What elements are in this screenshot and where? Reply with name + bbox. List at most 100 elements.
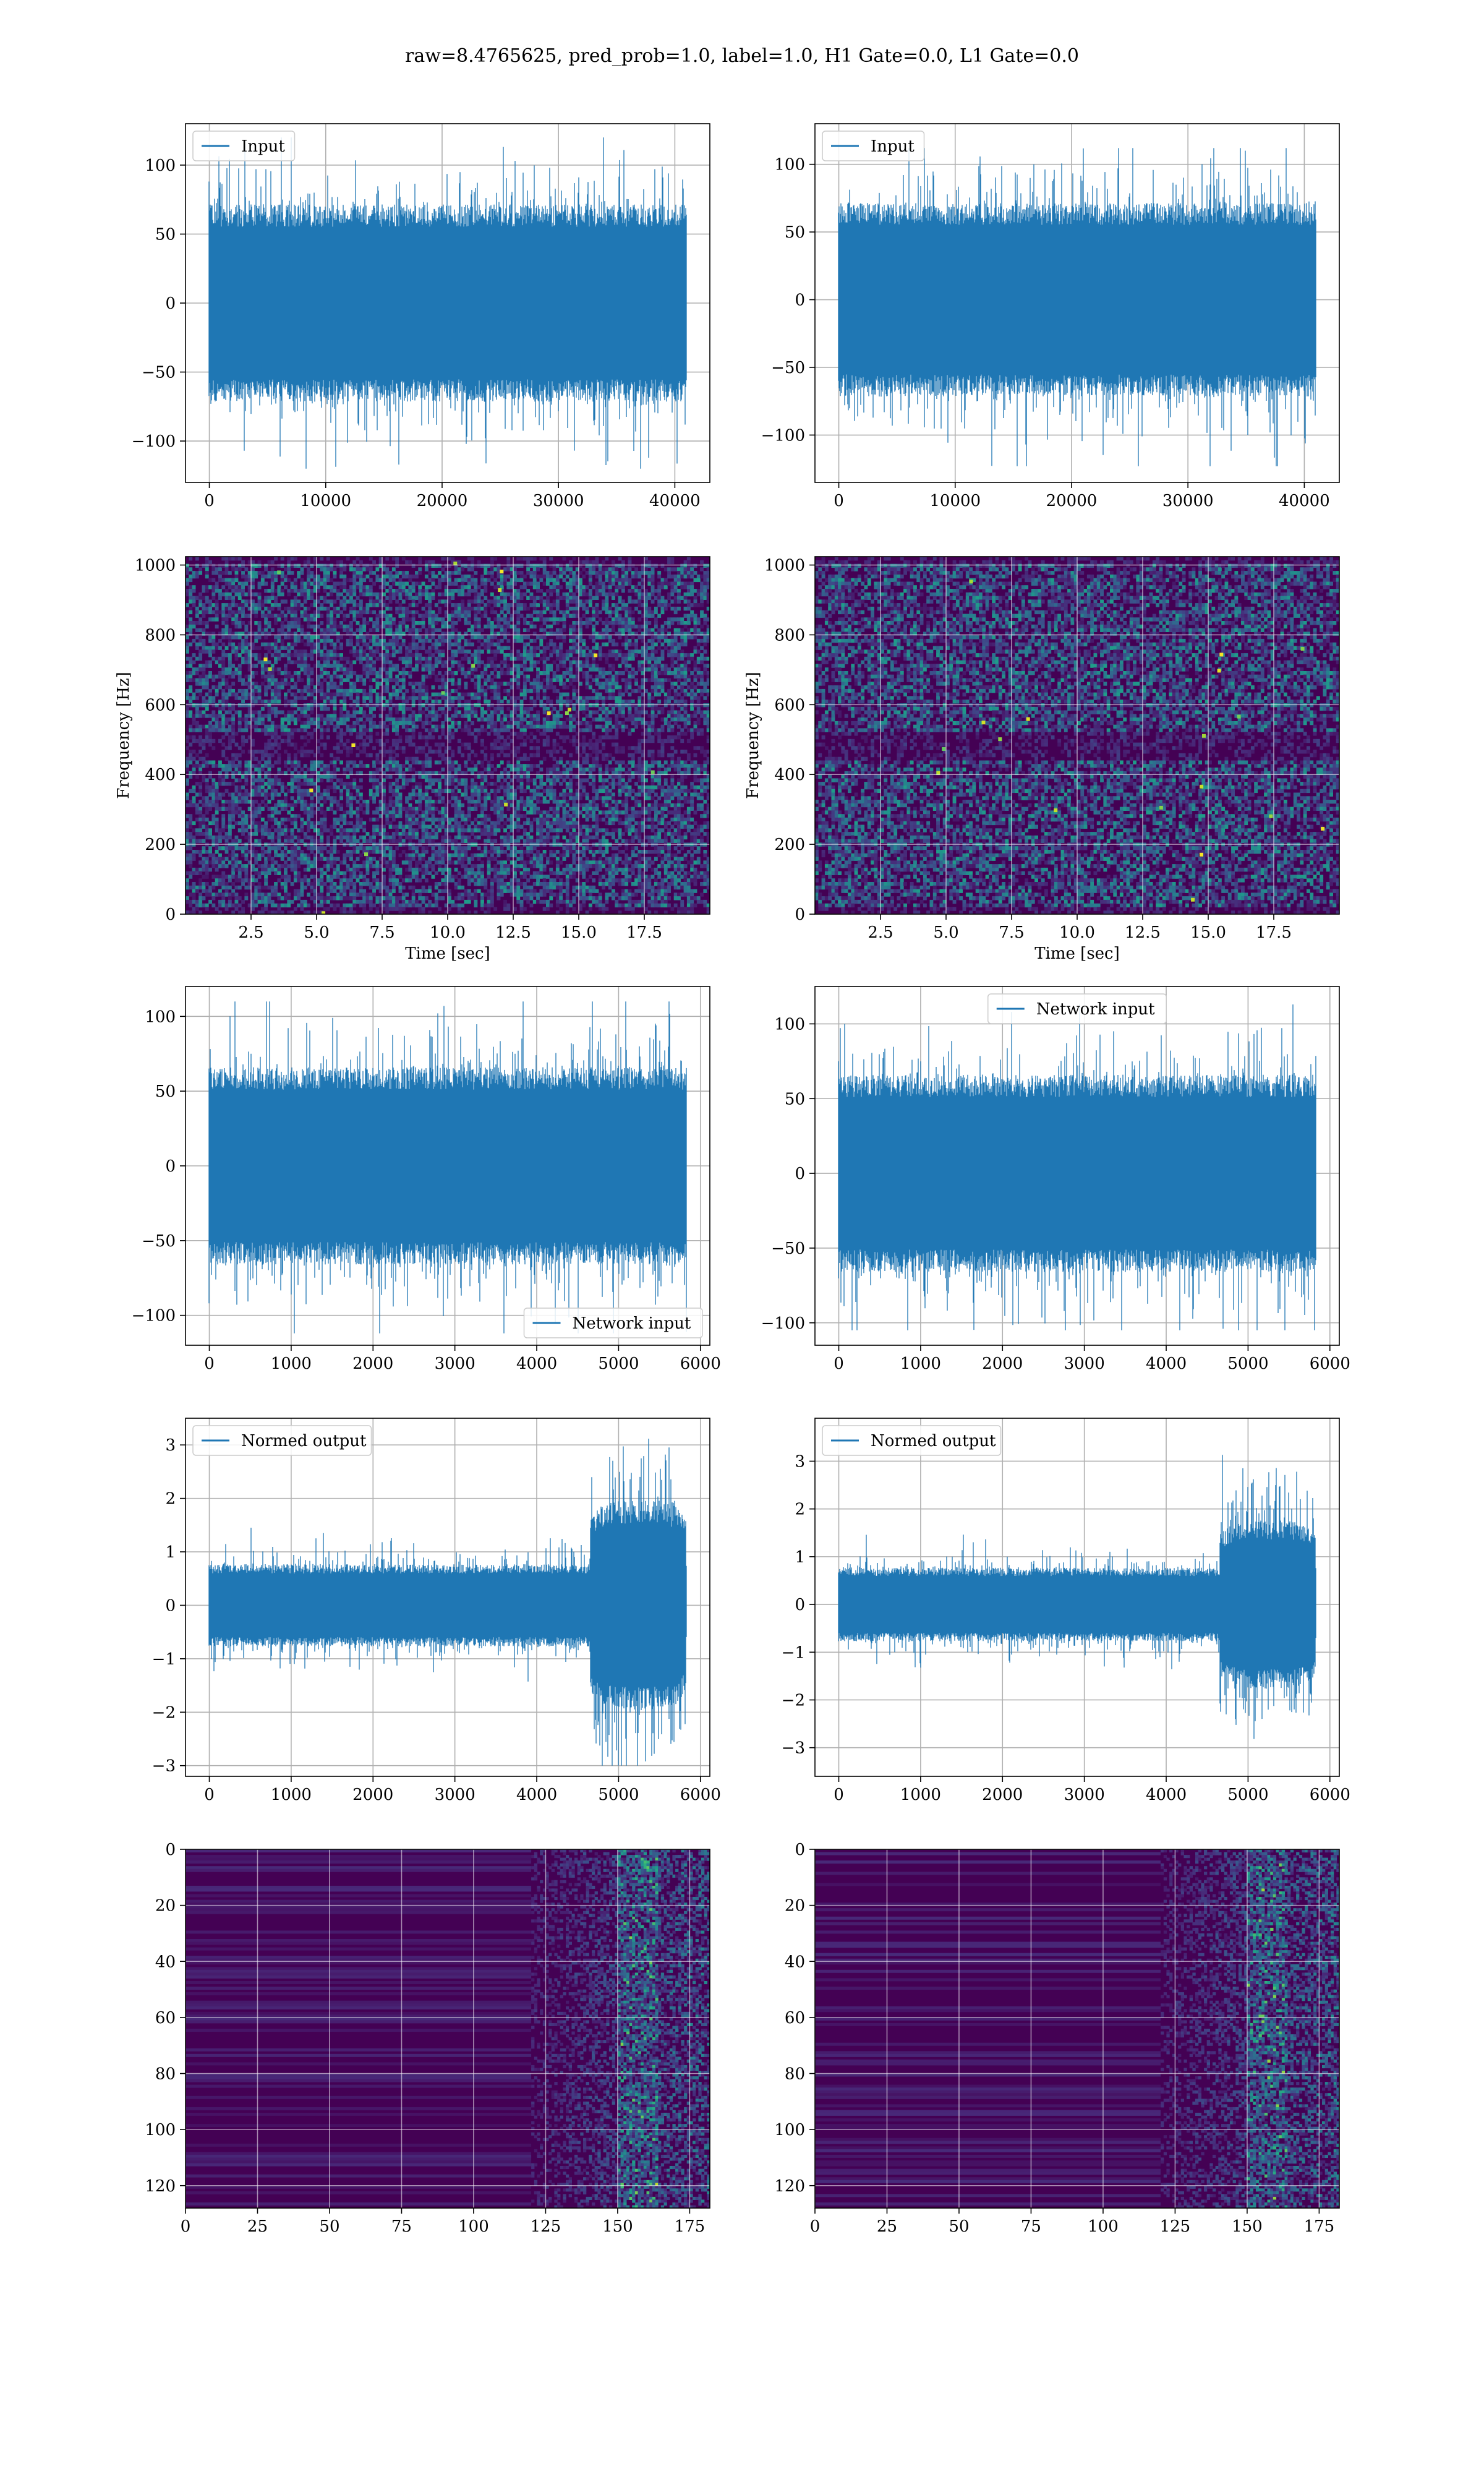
heatmap-cell	[418, 585, 422, 589]
heatmap-cell	[391, 885, 396, 890]
heatmap-cell	[369, 578, 373, 583]
heatmap-cell	[224, 646, 229, 650]
heatmap-cell	[280, 610, 284, 615]
heatmap-cell	[388, 578, 393, 583]
heatmap-cell	[274, 789, 278, 794]
heatmap-cell	[382, 592, 386, 597]
heatmap-cell	[237, 592, 242, 597]
heatmap-cell	[415, 889, 419, 893]
heatmap-cell	[195, 571, 199, 575]
heatmap-cell	[421, 910, 425, 914]
heatmap-cell	[270, 742, 275, 747]
heatmap-cell	[418, 771, 422, 776]
heatmap-cell	[317, 610, 320, 615]
heatmap-cell	[372, 642, 376, 647]
heatmap-cell	[356, 649, 360, 654]
heatmap-cell	[231, 792, 236, 797]
heatmap-cell	[428, 728, 432, 732]
heatmap-cell	[441, 871, 445, 875]
heatmap-cell	[359, 581, 363, 586]
heatmap-cell	[388, 589, 393, 593]
heatmap-cell	[369, 864, 373, 868]
heatmap-cell	[224, 685, 229, 690]
heatmap-cell	[349, 871, 353, 875]
heatmap-cell	[372, 875, 376, 879]
heatmap-cell	[372, 760, 376, 764]
heatmap-cell	[287, 768, 291, 772]
heatmap-cell	[339, 835, 343, 840]
heatmap-cell	[317, 614, 320, 618]
heatmap-cell	[224, 581, 229, 586]
heatmap-cell	[388, 706, 393, 711]
heatmap-cell	[323, 660, 327, 664]
heatmap-cell	[310, 875, 314, 879]
heatmap-cell	[247, 800, 252, 804]
heatmap-cell	[280, 717, 284, 722]
heatmap-cell	[303, 860, 307, 865]
heatmap-cell	[326, 792, 330, 797]
heatmap-cell	[218, 792, 222, 797]
heatmap-cell	[415, 846, 419, 850]
heatmap-cell	[391, 649, 396, 654]
heatmap-cell	[307, 567, 310, 571]
heatmap-cell	[264, 635, 268, 640]
heatmap-cell	[339, 635, 343, 640]
heatmap-cell	[382, 828, 386, 833]
heatmap-cell	[382, 706, 386, 711]
heatmap-cell	[391, 889, 396, 893]
heatmap-cell	[326, 599, 330, 604]
heatmap-cell	[333, 896, 337, 901]
heatmap-cell	[290, 853, 294, 858]
heatmap-cell	[362, 642, 367, 647]
heatmap-cell	[330, 760, 334, 764]
heatmap-cell	[264, 574, 268, 579]
heatmap-cell	[247, 682, 252, 686]
heatmap-cell	[320, 621, 324, 625]
heatmap-cell	[444, 696, 448, 700]
heatmap-cell	[359, 603, 363, 607]
heatmap-cell	[192, 910, 196, 914]
heatmap-cell	[326, 692, 330, 696]
heatmap-cell	[274, 621, 278, 625]
heatmap-cell	[375, 617, 380, 622]
heatmap-cell	[251, 814, 255, 818]
heatmap-cell	[448, 871, 451, 875]
heatmap-cell	[267, 714, 271, 718]
heatmap-cell	[300, 860, 304, 865]
heatmap-cell	[274, 599, 278, 604]
heatmap-cell	[241, 821, 245, 826]
heatmap-cell	[401, 778, 406, 782]
heatmap-cell	[237, 828, 242, 833]
heatmap-cell	[310, 667, 314, 672]
heatmap-cell	[411, 721, 416, 726]
heatmap-cell	[382, 824, 386, 829]
heatmap-cell	[247, 585, 252, 589]
legend-label: Input	[871, 137, 915, 156]
heatmap-cell	[372, 892, 376, 897]
heatmap-cell	[320, 875, 324, 879]
heatmap-cell	[303, 592, 307, 597]
heatmap-cell	[224, 835, 229, 840]
heatmap-cell	[284, 614, 288, 618]
heatmap-cell	[307, 585, 310, 589]
heatmap-cell	[385, 628, 390, 632]
heatmap-cell	[241, 728, 245, 732]
heatmap-cell	[352, 728, 357, 732]
heatmap-cell	[231, 871, 236, 875]
heatmap-cell	[290, 828, 294, 833]
heatmap-cell	[224, 692, 229, 696]
heatmap-cell	[391, 832, 396, 836]
heatmap-cell	[391, 589, 396, 593]
heatmap-cell	[388, 850, 393, 854]
heatmap-cell	[333, 567, 337, 571]
heatmap-cell	[382, 750, 386, 754]
heatmap-cell	[444, 774, 448, 779]
heatmap-cell	[202, 724, 206, 729]
heatmap-cell	[284, 750, 288, 754]
heatmap-cell	[224, 889, 229, 893]
heatmap-cell	[405, 610, 409, 615]
heatmap-cell	[378, 885, 383, 890]
heatmap-cell	[202, 671, 206, 675]
heatmap-cell	[333, 824, 337, 829]
heatmap-cell	[356, 700, 360, 704]
